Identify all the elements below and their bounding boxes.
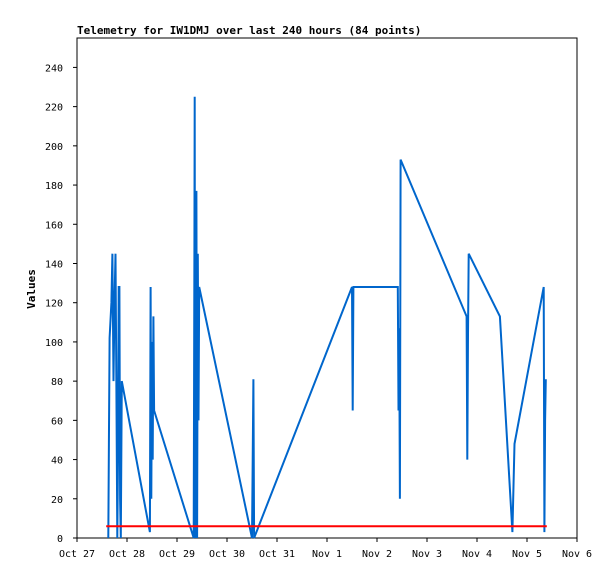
y-tick-label: 180 — [45, 181, 63, 192]
y-tick-label: 100 — [45, 338, 63, 349]
y-tick-label: 60 — [51, 416, 63, 427]
x-tick-label: Nov 1 — [312, 549, 342, 560]
y-tick-label: 240 — [45, 63, 63, 74]
x-tick-label: Nov 4 — [462, 549, 492, 560]
y-axis-ticks: 0 20 40 60 80 100 120 140 160 180 200 220 240 — [45, 63, 77, 545]
x-axis-ticks: Oct 27 Oct 28 Oct 29 Oct 30 Oct 31 Nov 1 Nov 2… — [59, 538, 592, 560]
y-tick-label: 120 — [45, 299, 63, 310]
y-tick-label: 220 — [45, 103, 63, 114]
y-tick-label: 20 — [51, 495, 63, 506]
x-tick-label: Nov 6 — [562, 549, 592, 560]
x-tick-label: Nov 3 — [412, 549, 442, 560]
y-tick-label: 0 — [57, 534, 63, 545]
x-tick-label: Oct 29 — [159, 549, 195, 560]
x-tick-label: Oct 30 — [209, 549, 245, 560]
y-tick-label: 40 — [51, 456, 63, 467]
chart-title: Telemetry for IW1DMJ over last 240 hours… — [77, 24, 421, 37]
x-tick-label: Oct 31 — [259, 549, 295, 560]
x-tick-label: Oct 27 — [59, 549, 95, 560]
x-tick-label: Nov 2 — [362, 549, 392, 560]
y-tick-label: 200 — [45, 142, 63, 153]
x-tick-label: Nov 5 — [512, 549, 542, 560]
series-group — [106, 96, 547, 539]
y-tick-label: 140 — [45, 259, 63, 270]
y-tick-label: 160 — [45, 220, 63, 231]
series-line-1 — [107, 96, 547, 539]
y-tick-label: 80 — [51, 377, 63, 388]
y-axis-label: Values — [25, 269, 38, 309]
x-tick-label: Oct 28 — [109, 549, 145, 560]
